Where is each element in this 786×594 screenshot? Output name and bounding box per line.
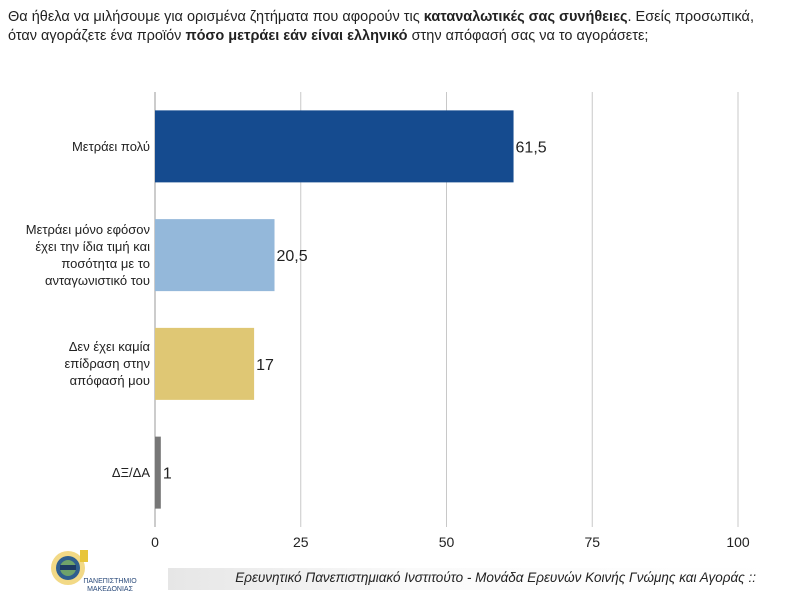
question-part-1: Θα ήθελα να μιλήσουμε για ορισμένα ζητήμ… <box>8 9 424 25</box>
category-label-3: ΔΞ/ΔΑ <box>4 464 150 481</box>
value-label-1: 20,5 <box>277 248 308 265</box>
x-tick-label: 0 <box>151 534 159 550</box>
category-label-line: ανταγωνιστικό του <box>44 273 150 289</box>
x-tick-label: 100 <box>726 534 750 550</box>
x-tick-label: 25 <box>293 534 309 550</box>
bars <box>155 110 514 509</box>
category-label-line: έχει την ίδια τιμή και <box>35 239 150 255</box>
logo-emblem-icon <box>51 550 88 585</box>
value-labels: 61,5 20,5 17 1 <box>163 139 547 482</box>
logo-text: ΠΑΝΕΠΙΣΤΗΜΙΟ ΜΑΚΕΔΟΝΙΑΣ <box>83 578 137 593</box>
bar-1 <box>155 219 275 292</box>
value-label-3: 1 <box>163 466 172 483</box>
bar-2 <box>155 327 255 400</box>
x-tick-label: 75 <box>584 534 600 550</box>
footer-text: Ερευνητικό Πανεπιστημιακό Ινστιτούτο - Μ… <box>235 570 756 585</box>
value-label-0: 61,5 <box>516 139 547 156</box>
category-label-0: Μετράει πολύ <box>4 138 150 155</box>
footer-bar <box>168 568 780 590</box>
university-logo <box>51 550 88 585</box>
bar-3 <box>155 436 161 509</box>
category-label-line: απόφασή μου <box>69 373 150 389</box>
x-tick-label: 50 <box>439 534 455 550</box>
question-part-3: στην απόφασή σας να το αγοράσετε; <box>407 28 649 44</box>
question-bold-1: καταναλωτικές σας συνήθειες <box>423 9 628 25</box>
question-bold-2: πόσο μετράει εάν είναι ελληνικό <box>185 28 408 44</box>
value-label-2: 17 <box>256 357 274 374</box>
x-axis-ticks: 0 25 50 75 100 <box>151 534 750 550</box>
category-label-line: Μετράει πολύ <box>71 138 150 154</box>
category-label-2: Δεν έχει καμία επίδραση στην απόφασή μου <box>4 338 150 389</box>
question-text: Θα ήθελα να μιλήσουμε για ορισμένα ζητήμ… <box>8 8 778 46</box>
category-label-line: επίδραση στην <box>64 356 150 372</box>
category-label-line: Δεν έχει καμία <box>68 339 150 355</box>
bar-0 <box>155 110 514 183</box>
category-label-line: ΔΞ/ΔΑ <box>111 465 150 481</box>
category-label-line: ποσότητα με το <box>61 256 150 272</box>
category-label-line: Μετράει μόνο εφόσον <box>25 222 150 238</box>
question-part-2: . Εσείς προσωπικά, όταν αγοράζετε ένα πρ… <box>8 9 754 44</box>
category-label-1: Μετράει μόνο εφόσον έχει την ίδια τιμή κα… <box>4 221 150 289</box>
